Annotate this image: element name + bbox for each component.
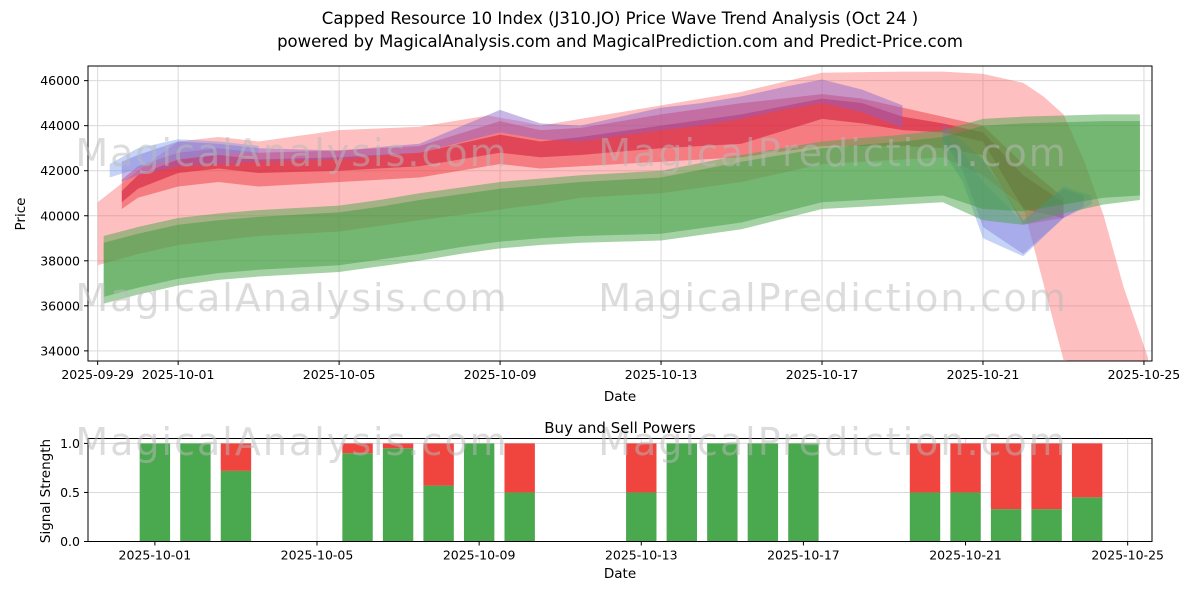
y-tick-label: 1.0: [60, 436, 80, 451]
sell-bar: [504, 443, 535, 493]
watermark-text: MagicalAnalysis.com: [75, 420, 508, 464]
blue-start-band: [109, 139, 259, 178]
x-tick-label: 2025-10-25: [1108, 367, 1181, 382]
date-axis-label-top: Date: [603, 389, 637, 405]
signal-chart-axes: 2025-10-01 2025-10-05 2025-10-09 2025-10-13…: [60, 436, 1164, 563]
x-tick-label: 2025-10-05: [303, 367, 376, 382]
x-tick-label: 2025-10-09: [464, 367, 537, 382]
blue-dip-band: [942, 134, 1092, 257]
figure-title: Capped Resource 10 Index (J310.JO) Price…: [321, 9, 919, 28]
x-tick-label: 2025-09-29: [61, 367, 134, 382]
sell-bar: [950, 443, 981, 493]
buy-bar: [382, 448, 414, 542]
x-tick-label: 2025-10-09: [443, 548, 516, 563]
y-tick-label: 40000: [40, 208, 80, 223]
watermark-text: MagicalAnalysis.com: [75, 131, 508, 175]
buy-bar: [220, 470, 252, 542]
green-outer-band: [103, 114, 1140, 304]
violet-band: [121, 79, 903, 182]
x-tick-label: 2025-10-21: [929, 548, 1002, 563]
y-tick-label: 0.5: [60, 485, 80, 500]
sell-bar: [909, 443, 941, 493]
x-tick-label: 2025-10-17: [767, 548, 840, 563]
y-tick-label: 38000: [40, 253, 80, 268]
buy-bar: [139, 443, 171, 542]
green-inner-band: [103, 121, 1140, 297]
signal-bars: [139, 443, 1103, 542]
y-tick-label: 36000: [40, 298, 80, 313]
sell-bar: [990, 443, 1022, 510]
red-mid-band: [121, 94, 1064, 225]
buy-bar: [666, 443, 698, 542]
buy-bar: [1071, 497, 1103, 542]
signal-axis-label: Signal Strength: [38, 438, 54, 544]
x-tick-label: 2025-10-01: [142, 367, 215, 382]
y-tick-label: 0.0: [60, 534, 80, 549]
x-tick-label: 2025-10-13: [625, 367, 698, 382]
sell-bar: [1071, 443, 1103, 498]
x-tick-label: 2025-10-17: [786, 367, 859, 382]
buy-bar: [950, 492, 981, 542]
red-core-band: [121, 98, 1064, 218]
x-tick-label: 2025-10-21: [947, 367, 1020, 382]
buy-bar: [707, 443, 738, 542]
y-tick-label: 44000: [40, 118, 80, 133]
buy-bar: [626, 492, 657, 542]
watermark-text: MagicalPrediction.com: [598, 131, 1068, 175]
y-tick-label: 34000: [40, 343, 80, 358]
watermark-text: MagicalAnalysis.com: [75, 276, 508, 320]
watermark-text: MagicalPrediction.com: [598, 420, 1068, 464]
sell-bar: [423, 443, 454, 486]
x-tick-label: 2025-10-13: [605, 548, 678, 563]
y-tick-label: 42000: [40, 163, 80, 178]
buy-bar: [909, 492, 941, 542]
date-axis-label-bottom: Date: [603, 566, 637, 582]
price-chart-axes: 2025-09-29 2025-10-01 2025-10-05 2025-10-09…: [40, 65, 1181, 382]
x-tick-label: 2025-10-25: [1091, 548, 1164, 563]
buy-bar: [342, 453, 373, 542]
buy-bar: [463, 443, 495, 542]
sell-bar: [342, 443, 373, 454]
buy-bar: [788, 443, 819, 542]
x-tick-label: 2025-10-05: [281, 548, 354, 563]
signal-chart-title: Buy and Sell Powers: [544, 419, 696, 437]
sell-bar: [1031, 443, 1062, 510]
price-axis-label: Price: [13, 197, 29, 231]
x-tick-label: 2025-10-01: [119, 548, 192, 563]
watermarks: MagicalAnalysis.com MagicalPrediction.com…: [75, 131, 1068, 464]
sell-bar: [382, 443, 414, 449]
buy-bar: [990, 509, 1022, 542]
buy-bar: [747, 443, 779, 542]
buy-bar: [423, 485, 454, 542]
figure-subtitle: powered by MagicalAnalysis.com and Magic…: [277, 32, 963, 51]
watermark-text: MagicalPrediction.com: [598, 276, 1068, 320]
buy-bar: [1031, 509, 1062, 542]
sell-bar: [626, 443, 657, 493]
buy-bar: [504, 492, 535, 542]
buy-bar: [180, 443, 211, 542]
sell-bar: [220, 443, 252, 471]
price-wave-bands: [97, 71, 1148, 361]
y-tick-label: 46000: [40, 73, 80, 88]
